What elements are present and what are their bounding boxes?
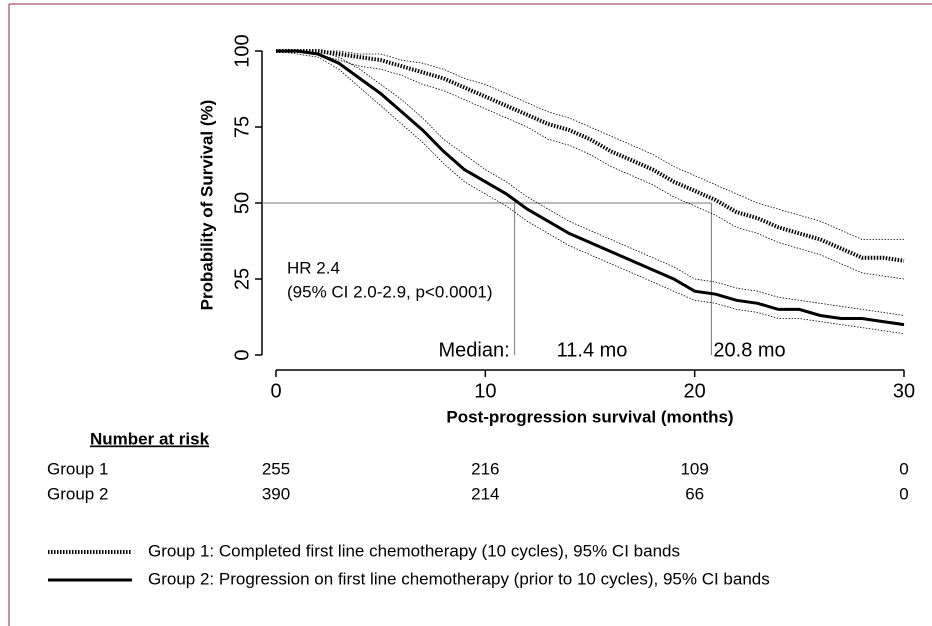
survival-curve: [276, 49, 905, 327]
x-tick-label: 20: [684, 380, 706, 402]
y-tick-label: 75: [231, 116, 253, 138]
y-tick-label: 0: [231, 349, 253, 360]
y-tick-label: 50: [231, 192, 253, 214]
legend-label: Group 2: Progression on first line chemo…: [148, 569, 770, 588]
ci-band: [276, 50, 905, 316]
annotation: (95% CI 2.0-2.9, p<0.0001): [287, 282, 493, 301]
x-axis-label: Post-progression survival (months): [446, 407, 733, 426]
risk-count: 255: [262, 459, 290, 478]
median-title: Median:: [438, 339, 509, 361]
risk-count: 390: [262, 484, 290, 503]
x-tick-label: 30: [893, 380, 915, 402]
risk-row-label: Group 2: [47, 484, 108, 503]
legend-label: Group 1: Completed first line chemothera…: [148, 541, 680, 560]
survival-curve: [276, 49, 905, 263]
y-axis-label: Probability of Survival (%): [197, 100, 216, 311]
risk-count: 66: [685, 484, 704, 503]
annotation: HR 2.4: [287, 258, 340, 277]
risk-count: 0: [899, 484, 908, 503]
ci-band: [276, 50, 905, 280]
risk-count: 216: [471, 459, 499, 478]
risk-count: 109: [680, 459, 708, 478]
median-label: 20.8 mo: [713, 339, 785, 361]
risk-count: 0: [899, 459, 908, 478]
ci-band: [276, 50, 904, 240]
x-tick-label: 10: [474, 380, 496, 402]
median-label: 11.4 mo: [557, 339, 628, 361]
risk-table-title: Number at risk: [90, 429, 210, 448]
risk-count: 214: [471, 484, 499, 503]
y-tick-label: 25: [231, 268, 253, 290]
risk-row-label: Group 1: [47, 459, 108, 478]
x-tick-label: 0: [270, 380, 281, 402]
y-tick-label: 100: [231, 34, 253, 67]
